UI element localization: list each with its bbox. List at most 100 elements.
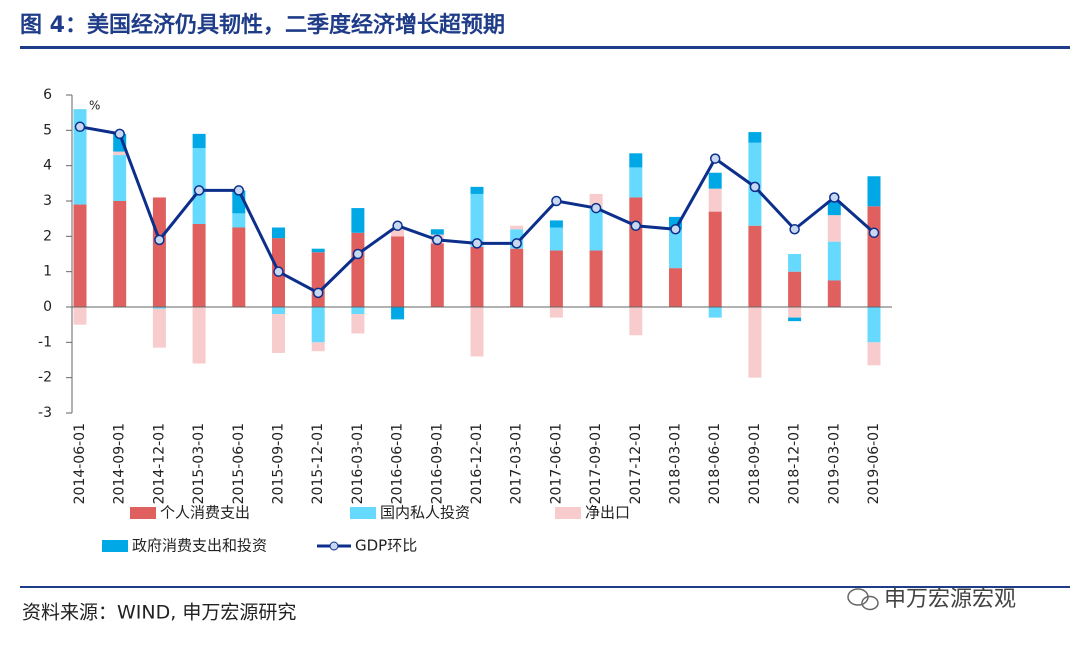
bar-segment	[391, 229, 405, 237]
legend-label: 国内私人投资	[380, 504, 470, 522]
bar-segment	[430, 229, 444, 235]
bar-segment	[788, 307, 802, 318]
bar-segment	[73, 204, 87, 307]
legend-label: 净出口	[585, 504, 630, 522]
line-marker	[670, 224, 681, 235]
bar-segment	[351, 208, 365, 233]
line-marker	[868, 227, 880, 239]
line-marker	[511, 238, 522, 249]
bar-segment	[351, 314, 365, 334]
bar-segment	[272, 314, 285, 353]
bar-segment	[867, 206, 881, 307]
bar-segment	[351, 307, 365, 315]
bar-segment	[311, 252, 325, 307]
bar-segment	[113, 155, 127, 201]
bar-segment	[113, 201, 127, 307]
bar-segment	[192, 223, 206, 307]
x-tick-label: 2016-03-01	[350, 423, 366, 504]
bar-segment	[470, 193, 484, 247]
bar-segment	[629, 167, 643, 198]
legend-label: GDP环比	[355, 537, 417, 555]
bar-segment	[113, 151, 127, 156]
bar-segment	[152, 197, 166, 307]
x-tick-label: 2018-06-01	[707, 423, 723, 504]
bar-segment	[708, 211, 722, 307]
x-tick-label: 2016-12-01	[469, 423, 485, 504]
bar-segment	[311, 307, 325, 343]
bar-segment	[788, 317, 802, 322]
line-marker	[829, 192, 840, 203]
bar-segment	[549, 307, 563, 318]
bar-segment	[391, 236, 405, 307]
bar-segment	[708, 172, 722, 189]
bar-segment	[152, 307, 166, 309]
line-marker	[630, 220, 642, 231]
bar-segment	[192, 307, 206, 364]
bar-segment	[669, 229, 682, 269]
y-tick-label: -3	[38, 405, 52, 421]
bar-segment	[629, 197, 643, 307]
bar-segment	[708, 307, 722, 318]
x-tick-label: 2019-03-01	[826, 423, 842, 504]
bar-segment	[748, 132, 762, 143]
x-tick-label: 2014-06-01	[72, 423, 88, 504]
x-tick-label: 2018-03-01	[668, 423, 684, 504]
x-tick-label: 2017-06-01	[548, 423, 564, 504]
x-tick-label: 2018-12-01	[787, 423, 803, 504]
bar-segment	[232, 227, 246, 307]
bar-segment	[549, 220, 563, 228]
bar-segment	[192, 133, 206, 148]
title-rule	[20, 46, 1070, 49]
line-marker	[233, 185, 245, 196]
line-marker	[114, 128, 125, 140]
x-tick-label: 2017-12-01	[628, 423, 644, 504]
x-tick-label: 2017-03-01	[509, 423, 525, 504]
bar-segment	[549, 227, 563, 251]
bar-segment	[748, 225, 762, 307]
x-tick-label: 2015-09-01	[271, 423, 287, 504]
x-tick-label: 2015-03-01	[191, 423, 207, 504]
y-tick-label: 3	[43, 193, 52, 209]
watermark: 申万宏源宏观	[884, 587, 1016, 612]
y-tick-label: 0	[43, 299, 52, 315]
line-marker	[352, 248, 364, 260]
bar-segment	[629, 153, 643, 168]
line-marker	[709, 153, 721, 164]
bar-segment	[629, 307, 643, 336]
y-tick-label: -1	[38, 334, 52, 350]
line-marker	[392, 220, 403, 231]
line-marker	[749, 181, 761, 193]
line-marker	[154, 234, 165, 246]
legend-swatch	[329, 541, 339, 551]
bar-segment	[827, 241, 841, 281]
bar-segment	[470, 186, 484, 194]
y-tick-label: 2	[43, 228, 52, 244]
legend-swatch	[555, 507, 581, 519]
bar-segment	[748, 307, 762, 378]
legend-swatch	[102, 540, 128, 552]
bar-segment	[867, 176, 881, 207]
x-tick-label: 2014-09-01	[112, 423, 128, 504]
chart-title: 图 4：美国经济仍具韧性，二季度经济增长超预期	[20, 12, 505, 38]
bar-segment	[73, 307, 87, 325]
y-tick-label: 1	[43, 264, 52, 280]
bar-segment	[470, 246, 484, 307]
source: 资料来源：WIND, 申万宏源研究	[22, 602, 296, 624]
bar-segment	[510, 225, 524, 230]
line-marker	[74, 121, 86, 133]
x-tick-label: 2016-06-01	[390, 423, 406, 504]
bar-segment	[867, 307, 881, 343]
line-marker	[273, 266, 284, 277]
bar-segment	[351, 232, 365, 307]
bar-segment	[788, 271, 802, 307]
bar-segment	[311, 248, 325, 253]
bar-segment	[827, 201, 841, 216]
bar-segment	[152, 308, 166, 348]
legend-label: 政府消费支出和投资	[132, 537, 267, 555]
watermark-icon	[847, 588, 879, 611]
footer-rule	[20, 586, 1070, 588]
x-tick-label: 2014-12-01	[151, 423, 167, 504]
line-marker	[590, 202, 602, 214]
legend-label: 个人消费支出	[160, 504, 250, 522]
